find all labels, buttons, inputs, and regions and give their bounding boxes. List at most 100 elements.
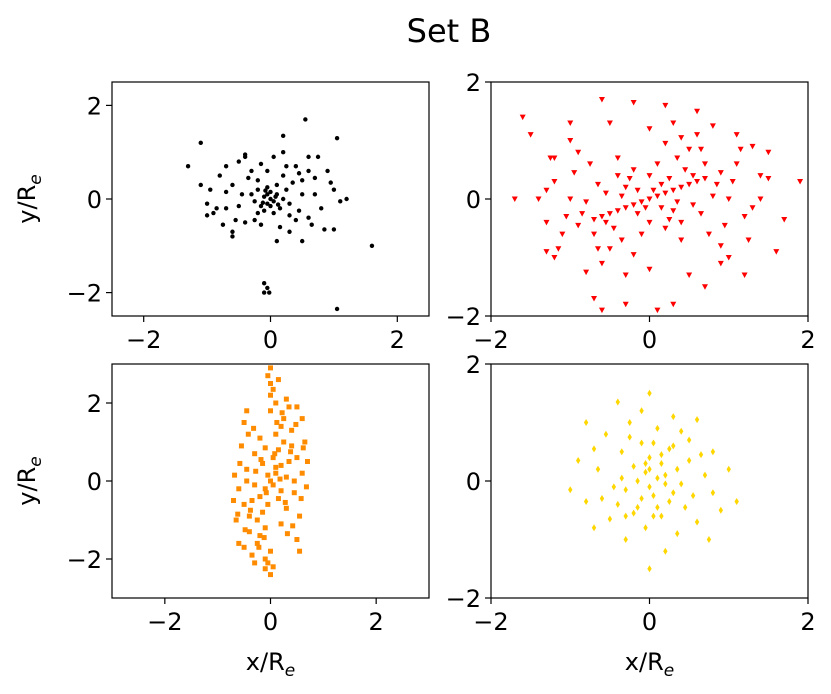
data-point: [630, 99, 637, 106]
data-point: [255, 210, 261, 216]
data-point: [263, 188, 268, 193]
data-point: [262, 486, 268, 492]
data-point: [705, 231, 712, 238]
data-point: [623, 536, 628, 543]
data-point: [283, 474, 289, 480]
data-point: [309, 222, 314, 227]
data-point: [757, 173, 764, 179]
data-point: [293, 421, 299, 427]
series-points: [511, 97, 804, 314]
data-point: [279, 410, 285, 416]
y-tick-label: 0: [466, 186, 481, 214]
data-point: [663, 471, 668, 479]
data-point: [567, 196, 574, 202]
data-point: [662, 102, 669, 109]
data-point: [698, 146, 705, 153]
data-point: [300, 178, 305, 183]
data-point: [651, 439, 656, 447]
data-point: [670, 208, 677, 214]
data-point: [267, 290, 272, 295]
data-point: [261, 194, 267, 199]
data-point: [686, 457, 692, 465]
data-point: [273, 470, 279, 476]
data-point: [338, 199, 343, 204]
data-point: [543, 219, 550, 226]
data-point: [263, 490, 269, 496]
data-point: [594, 181, 601, 188]
data-point: [618, 193, 625, 200]
data-point: [277, 224, 283, 230]
data-point: [290, 523, 296, 529]
data-point: [300, 192, 305, 197]
data-point: [296, 171, 302, 176]
y-axis-label: y/Re: [13, 174, 46, 223]
data-point: [646, 196, 653, 202]
data-point: [211, 210, 216, 216]
data-point: [284, 164, 289, 169]
data-point: [270, 482, 276, 488]
y-tick-label: 0: [87, 468, 102, 496]
data-point: [694, 416, 700, 424]
data-point: [236, 159, 241, 164]
data-point: [647, 389, 652, 397]
data-point: [639, 495, 644, 503]
y-tick-label: 0: [87, 186, 102, 214]
data-point: [579, 211, 586, 217]
data-point: [647, 565, 652, 573]
data-point: [726, 465, 731, 473]
figure-title: Set B: [407, 12, 492, 50]
x-tick-label: −2: [126, 326, 161, 354]
data-point: [630, 252, 637, 258]
data-point: [278, 462, 284, 468]
data-point: [247, 507, 253, 513]
data-point: [198, 182, 203, 188]
data-point: [223, 189, 229, 195]
data-point: [606, 246, 613, 252]
data-point: [734, 497, 739, 505]
data-point: [698, 451, 704, 459]
data-point: [670, 301, 677, 308]
data-point: [262, 566, 268, 572]
data-point: [713, 181, 720, 188]
data-point: [659, 451, 664, 459]
data-point: [634, 211, 641, 217]
subplot-1: −2 0 2 −2 0 2 y/Re: [13, 81, 430, 354]
data-point: [223, 164, 229, 169]
data-point: [551, 155, 558, 162]
data-point: [701, 284, 708, 290]
data-point: [654, 193, 661, 200]
data-point: [646, 173, 653, 179]
x-tick-label: −2: [473, 608, 508, 636]
data-point: [277, 476, 283, 482]
data-point: [659, 512, 664, 520]
x-tick-label: 0: [263, 326, 278, 354]
data-point: [249, 498, 255, 503]
data-point: [287, 201, 292, 206]
data-point: [185, 164, 191, 169]
y-axis-label: y/Re: [13, 456, 46, 505]
data-point: [284, 187, 289, 192]
data-point: [675, 465, 680, 473]
data-point: [622, 205, 629, 211]
y-tick-label: 2: [466, 351, 481, 379]
data-point: [567, 120, 574, 126]
data-point: [293, 164, 299, 169]
data-point: [694, 518, 700, 526]
data-point: [258, 457, 264, 463]
data-point: [270, 455, 276, 461]
data-point: [710, 489, 716, 497]
data-point: [643, 468, 648, 476]
data-point: [258, 161, 264, 167]
x-tick-label: 0: [263, 608, 278, 636]
y-tick-label: 0: [466, 468, 481, 496]
x-tick-label: −2: [147, 608, 182, 636]
data-point: [286, 459, 292, 464]
data-point: [718, 506, 724, 514]
data-point: [551, 255, 558, 261]
data-point: [283, 396, 289, 402]
data-point: [230, 182, 235, 188]
data-point: [297, 548, 303, 554]
data-point: [618, 237, 625, 243]
data-point: [265, 201, 270, 206]
data-point: [622, 301, 629, 308]
